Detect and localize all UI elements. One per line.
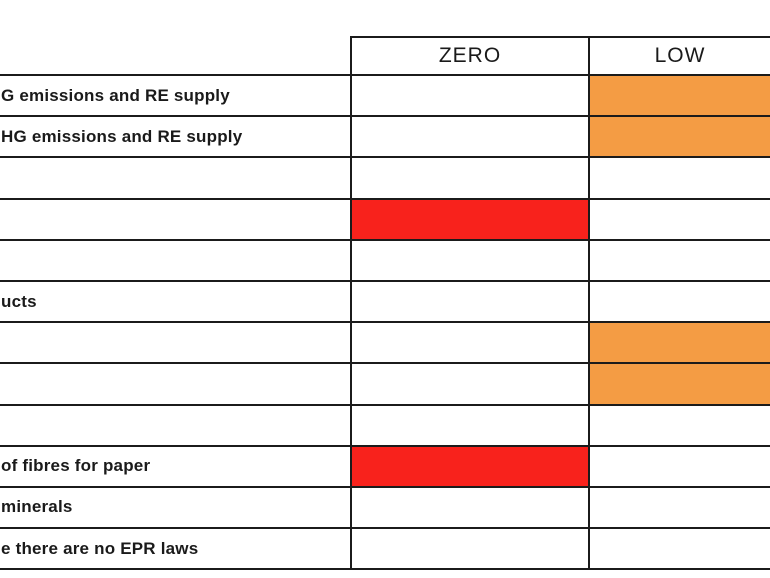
table-row <box>0 362 770 404</box>
cell-zero <box>352 76 590 116</box>
cell-low <box>590 76 770 116</box>
row-label: HG emissions and RE supply <box>1 126 243 146</box>
row-label-cell: e there are no EPR laws <box>0 529 352 569</box>
cell-zero <box>352 281 590 322</box>
table-row: HG emissions and RE supply <box>0 115 770 157</box>
table-row: ucts <box>0 279 770 322</box>
cell-low <box>590 488 770 527</box>
cell-low <box>590 158 770 197</box>
cell-zero <box>352 117 590 157</box>
row-label-cell <box>0 199 352 239</box>
column-header-low-label: LOW <box>654 44 706 67</box>
cell-low <box>590 406 770 445</box>
row-label-cell: of fibres for paper <box>0 446 352 486</box>
cell-zero <box>352 158 590 198</box>
row-label: minerals <box>1 497 73 517</box>
table-row <box>0 156 770 198</box>
cell-zero <box>352 446 590 486</box>
cell-low <box>590 282 770 321</box>
row-label-cell <box>0 158 352 198</box>
table-body: G emissions and RE supply HG emissions an… <box>0 74 770 571</box>
row-label-cell <box>0 405 352 445</box>
row-label: e there are no EPR laws <box>1 538 199 558</box>
row-label-cell <box>0 364 352 404</box>
cell-low <box>590 447 770 486</box>
cell-zero <box>352 364 590 404</box>
row-label-cell: ucts <box>0 281 352 322</box>
cell-low <box>590 529 770 568</box>
row-label-cell <box>0 240 352 280</box>
row-label-cell: G emissions and RE supply <box>0 76 352 116</box>
table-row <box>0 238 770 280</box>
column-header-zero: ZERO <box>352 38 590 74</box>
cell-low <box>590 323 770 363</box>
cell-low <box>590 364 770 404</box>
table-row <box>0 403 770 445</box>
table-row: minerals <box>0 485 770 528</box>
cell-zero <box>352 199 590 239</box>
table-row: e there are no EPR laws <box>0 527 770 571</box>
table-row: of fibres for paper <box>0 444 770 486</box>
column-header-low: LOW <box>590 38 770 74</box>
table-row: G emissions and RE supply <box>0 74 770 116</box>
row-label: ucts <box>1 291 37 311</box>
table-row <box>0 197 770 239</box>
row-label-cell: HG emissions and RE supply <box>0 117 352 157</box>
table-header-row: ZERO LOW <box>350 36 770 74</box>
cell-zero <box>352 405 590 445</box>
cell-low <box>590 200 770 239</box>
column-header-zero-label: ZERO <box>438 44 502 67</box>
row-label-cell <box>0 323 352 363</box>
row-label: G emissions and RE supply <box>1 85 230 105</box>
cell-zero <box>352 487 590 528</box>
cell-low <box>590 117 770 157</box>
cell-zero <box>352 529 590 569</box>
cell-zero <box>352 240 590 280</box>
row-label-cell: minerals <box>0 487 352 528</box>
cell-zero <box>352 323 590 363</box>
row-label: of fibres for paper <box>1 456 151 476</box>
table-row <box>0 321 770 363</box>
cell-low <box>590 241 770 280</box>
